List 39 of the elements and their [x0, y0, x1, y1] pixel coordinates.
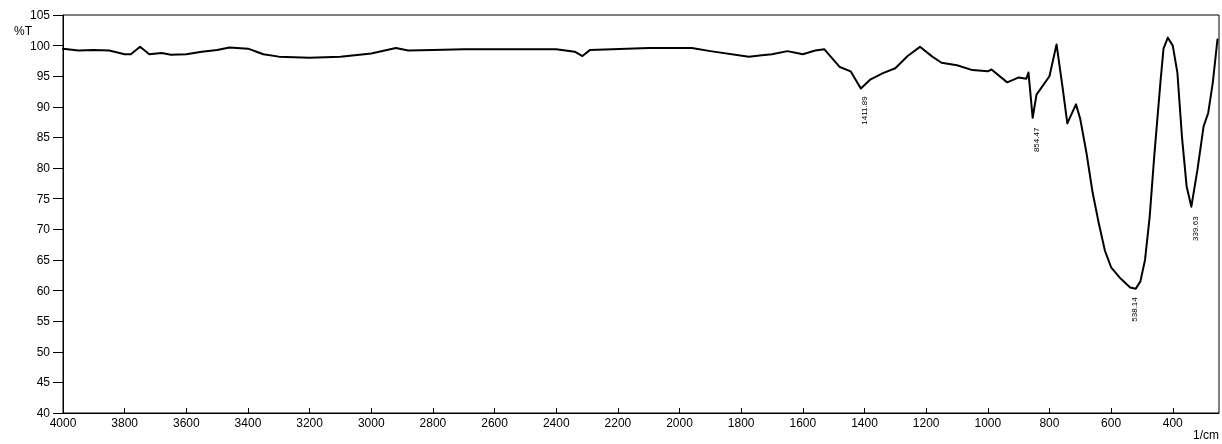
- y-tick-label: 105: [29, 8, 51, 22]
- y-tick-label: 60: [36, 283, 51, 298]
- x-tick-label: 3600: [172, 416, 200, 430]
- y-tick-label: 40: [36, 406, 51, 420]
- y-tick-label: 65: [36, 252, 51, 267]
- x-tick-label: 2800: [419, 416, 447, 430]
- x-tick-label: 3000: [357, 416, 385, 430]
- x-tick-label: 600: [1101, 416, 1122, 430]
- x-tick-label: 1600: [789, 416, 817, 430]
- y-tick-label: 70: [36, 222, 51, 237]
- x-tick-label: 2200: [604, 416, 632, 430]
- y-tick-label: 100: [29, 38, 51, 53]
- annotation: 854.47: [1032, 127, 1042, 153]
- y-tick-label: 95: [36, 69, 51, 84]
- y-tick-label: 90: [36, 99, 51, 114]
- y-tick-label: 45: [36, 375, 51, 390]
- annotation: 538.14: [1129, 296, 1139, 322]
- x-tick-label: 2000: [666, 416, 694, 430]
- x-tick-label: 2600: [481, 416, 509, 430]
- x-tick-label: 1800: [727, 416, 755, 430]
- x-axis-title: 1/cm: [1192, 428, 1219, 442]
- x-tick-label: 1200: [912, 416, 940, 430]
- x-tick-label: 2400: [542, 416, 570, 430]
- y-tick-label: 55: [36, 314, 51, 329]
- y-tick-label: 85: [36, 130, 51, 145]
- y-tick-label: 80: [36, 161, 51, 176]
- x-tick-label: 4000: [49, 416, 77, 430]
- x-tick-label: 1000: [974, 416, 1002, 430]
- x-tick-label: 3400: [234, 416, 262, 430]
- x-tick-label: 1400: [851, 416, 879, 430]
- x-tick-label: 3200: [296, 416, 324, 430]
- x-tick-label: 800: [1039, 416, 1060, 430]
- y-tick-label: 50: [36, 344, 51, 359]
- annotation: 339.63: [1190, 215, 1200, 241]
- x-tick-label: 3800: [111, 416, 139, 430]
- y-axis-title: %T: [14, 24, 33, 38]
- annotation: 1411.89: [860, 95, 870, 125]
- y-tick-label: 75: [36, 191, 51, 206]
- x-tick-label: 400: [1162, 416, 1184, 430]
